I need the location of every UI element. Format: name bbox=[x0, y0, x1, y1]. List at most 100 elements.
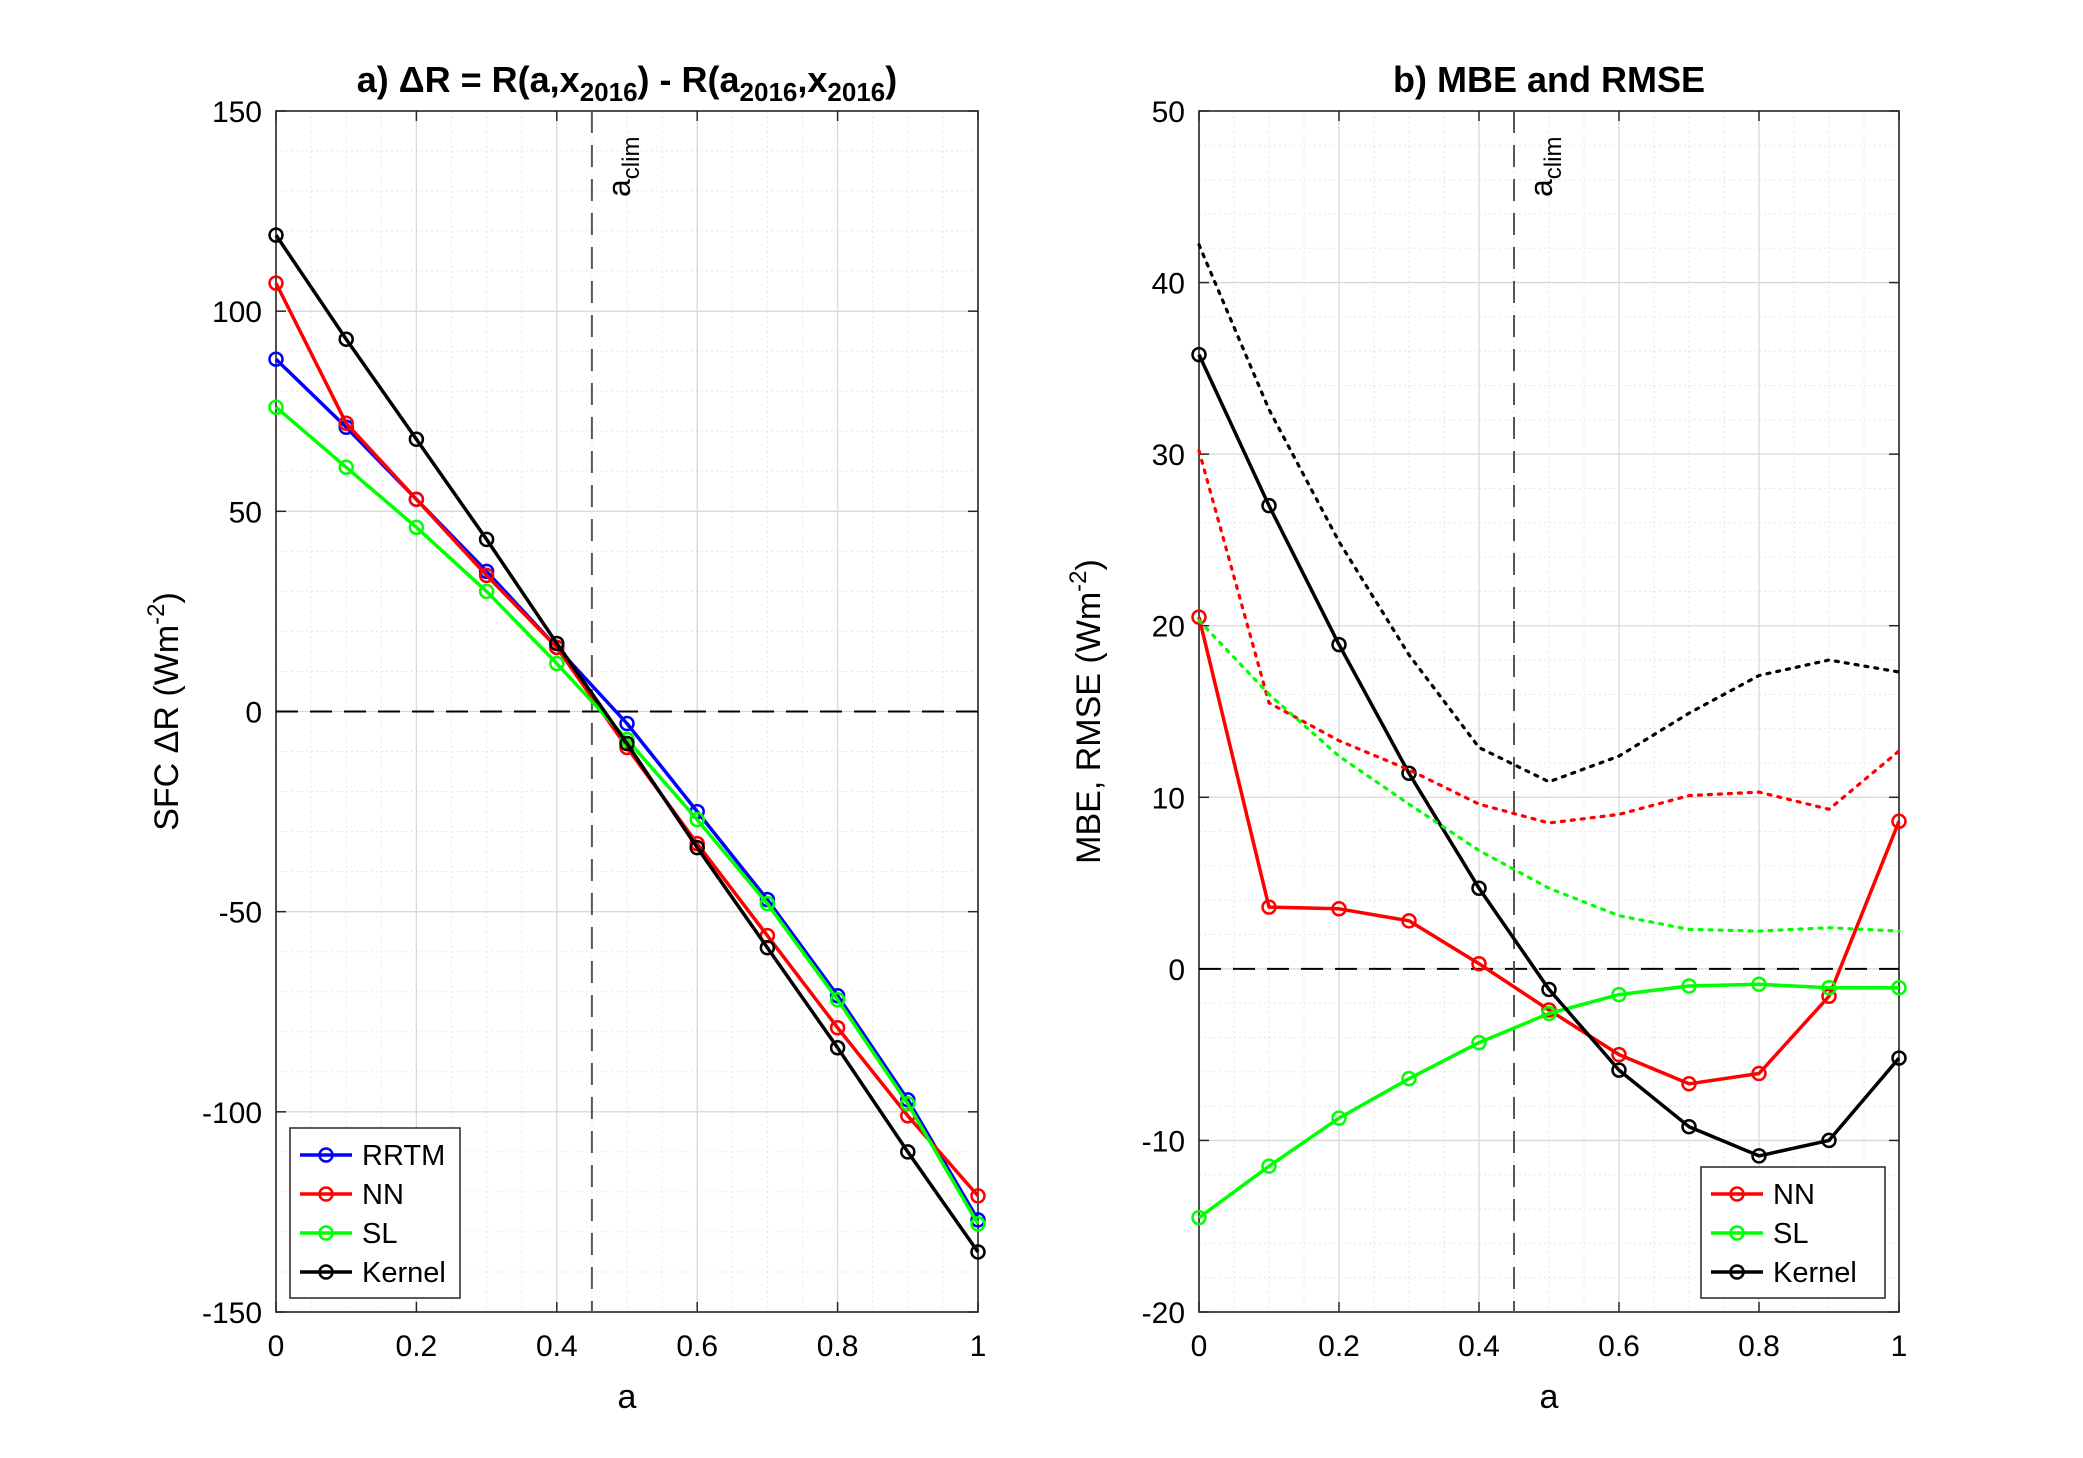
point-sl bbox=[1891, 979, 1907, 996]
plot-area bbox=[1198, 110, 1900, 1313]
point-kernel bbox=[1331, 636, 1347, 653]
point-nn bbox=[1261, 899, 1277, 915]
x-tick-label: 0.4 bbox=[1458, 1330, 1500, 1363]
point-sl bbox=[1821, 979, 1837, 996]
point-nn bbox=[1331, 901, 1347, 917]
y-tick-label: 40 bbox=[1152, 268, 1185, 301]
title-part: ) - R(a bbox=[638, 59, 741, 100]
y-axis-label-end: ) bbox=[1070, 559, 1108, 570]
legend-label: Kernel bbox=[1773, 1257, 1857, 1289]
y-axis-label: MBE, RMSE (Wm-2) bbox=[1065, 559, 1108, 864]
point-kernel bbox=[1611, 1062, 1627, 1078]
point-sl bbox=[1611, 986, 1627, 1003]
point-kernel bbox=[829, 1040, 846, 1056]
point-nn bbox=[829, 1020, 846, 1036]
y-tick-label: 0 bbox=[245, 697, 262, 730]
x-tick-label: 1 bbox=[970, 1330, 987, 1363]
series-line-nn bbox=[1197, 616, 1901, 1086]
x-tick-label: 1 bbox=[1891, 1330, 1908, 1363]
y-tick-label: -20 bbox=[1142, 1297, 1185, 1330]
legend-label: RRTM bbox=[362, 1140, 445, 1172]
y-axis-label-end: ) bbox=[148, 592, 186, 603]
series-line-unnamed-rmse bbox=[1197, 243, 1901, 784]
legend-marker bbox=[1729, 1225, 1745, 1241]
title-sub: 2016 bbox=[740, 77, 798, 107]
point-nn bbox=[1821, 988, 1837, 1005]
legend-marker bbox=[1729, 1186, 1745, 1202]
point-kernel bbox=[689, 839, 705, 856]
point-sl bbox=[689, 811, 705, 828]
point-kernel bbox=[1261, 497, 1277, 514]
title-sub: 2016 bbox=[580, 77, 638, 107]
point-nn bbox=[1471, 955, 1487, 972]
legend-box bbox=[289, 1127, 461, 1299]
y-tick-label: -150 bbox=[202, 1297, 262, 1330]
y-tick-label: 10 bbox=[1152, 782, 1185, 815]
title-part: ,x bbox=[797, 59, 827, 100]
x-tick-label: 0.2 bbox=[396, 1330, 438, 1363]
point-nn bbox=[408, 491, 425, 508]
y-axis-label-sup: -2 bbox=[143, 604, 170, 625]
a-clim-label-sub: clim bbox=[618, 137, 645, 180]
point-sl bbox=[759, 895, 776, 912]
y-tick-label: 150 bbox=[212, 96, 262, 129]
point-kernel bbox=[549, 635, 565, 652]
point-sl bbox=[1191, 1209, 1207, 1226]
point-kernel bbox=[619, 735, 635, 752]
x-axis-label: a bbox=[618, 1378, 637, 1416]
chart-title: b) MBE and RMSE bbox=[1393, 59, 1705, 100]
y-tick-label: -100 bbox=[202, 1097, 262, 1130]
point-nn bbox=[970, 1188, 986, 1204]
point-kernel bbox=[970, 1244, 986, 1260]
point-sl bbox=[829, 991, 846, 1008]
y-axis-label-base: SFC ΔR (Wm bbox=[148, 625, 186, 831]
point-sl bbox=[1471, 1034, 1487, 1051]
legend-label: Kernel bbox=[362, 1257, 446, 1289]
point-sl bbox=[1751, 976, 1767, 993]
x-tick-label: 0.2 bbox=[1318, 1330, 1360, 1363]
point-kernel bbox=[1821, 1132, 1837, 1149]
legend-label: NN bbox=[1773, 1179, 1815, 1211]
legend-label: SL bbox=[1773, 1218, 1808, 1250]
point-nn bbox=[1751, 1065, 1767, 1082]
point-kernel bbox=[759, 939, 776, 956]
point-nn bbox=[1401, 913, 1417, 929]
point-kernel bbox=[1541, 981, 1557, 998]
point-sl bbox=[408, 519, 425, 536]
point-sl bbox=[970, 1216, 986, 1232]
legend-marker bbox=[318, 1264, 334, 1280]
legend-marker bbox=[318, 1147, 334, 1163]
series-line-kernel bbox=[1197, 353, 1901, 1158]
chart-b: 0 0.2 0.4 0.6 0.8 1-20-1001020304050aclimNNSL… bbox=[1065, 59, 1907, 1416]
x-tick-label: 0.4 bbox=[536, 1330, 578, 1363]
point-sl bbox=[1541, 1005, 1557, 1022]
point-nn bbox=[1681, 1076, 1697, 1092]
series-line-unnamed-rmse bbox=[1197, 618, 1901, 933]
series-line-rrtm bbox=[274, 357, 980, 1221]
title-part: ) bbox=[885, 59, 897, 100]
point-sl bbox=[338, 459, 354, 476]
point-rrtm bbox=[619, 715, 635, 732]
y-tick-label: 0 bbox=[1168, 954, 1185, 987]
point-rrtm bbox=[268, 351, 284, 367]
series-line-sl bbox=[1197, 982, 1899, 1220]
point-kernel bbox=[1191, 346, 1207, 363]
point-sl bbox=[1331, 1110, 1347, 1126]
x-tick-label: 0.6 bbox=[1598, 1330, 1640, 1363]
point-nn bbox=[1191, 609, 1207, 625]
a-clim-label-sub: clim bbox=[1540, 137, 1567, 180]
a-clim-label-base: a bbox=[601, 179, 637, 197]
point-kernel bbox=[478, 531, 495, 548]
series-line-sl bbox=[274, 405, 980, 1225]
point-sl bbox=[478, 583, 495, 600]
y-tick-label: 20 bbox=[1152, 611, 1185, 644]
y-tick-label: 50 bbox=[229, 496, 262, 529]
x-tick-label: 0.6 bbox=[676, 1330, 718, 1363]
y-tick-label: 100 bbox=[212, 296, 262, 329]
x-tick-label: 0.8 bbox=[1738, 1330, 1780, 1363]
a-clim-label-base: a bbox=[1523, 179, 1559, 197]
point-sl bbox=[900, 1096, 916, 1112]
point-sl bbox=[1401, 1070, 1417, 1087]
point-kernel bbox=[1471, 880, 1487, 896]
